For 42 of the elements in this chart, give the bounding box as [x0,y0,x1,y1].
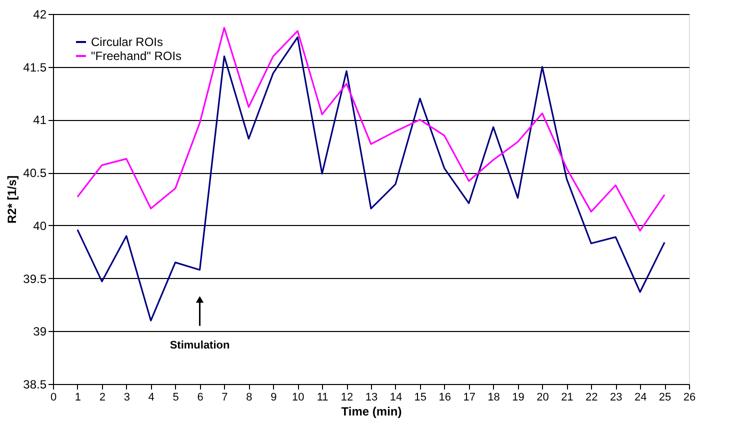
x-tick-label: 15 [414,392,427,404]
line-series [76,36,666,322]
x-tick-label: 1 [74,392,82,404]
x-tick-label: 6 [197,392,204,404]
y-tick-label: 40.5 [23,166,47,180]
x-tick-label: 0 [50,392,57,404]
x-tick-label: 4 [148,392,154,404]
x-tick-label: 7 [222,392,228,404]
x-tick-label: 19 [512,392,524,404]
y-tick-label: 41.5 [23,60,47,74]
x-tick-label: 21 [561,392,574,404]
x-tick-label: 8 [246,392,252,404]
x-tick-label: 13 [365,392,378,404]
legend-label: "Freehand" ROIs [91,49,182,63]
x-tick-label: 18 [488,392,500,404]
x-tick-label: 5 [172,392,179,404]
y-tick-label: 41 [33,113,47,128]
x-tick-label: 16 [438,392,452,404]
x-tick-label: 24 [634,392,647,404]
x-tick-label: 17 [463,392,476,404]
x-tick-label: 26 [683,392,696,404]
x-tick-label: 23 [610,392,622,404]
y-axis-title: R2* [1/s] [5,175,20,224]
y-tick-label: 39 [33,324,47,339]
x-tick-label: 25 [658,392,672,404]
legend-label: Circular ROIs [91,35,164,49]
y-tick-label: 38.5 [23,378,47,392]
line-series [76,26,666,232]
x-tick-label: 9 [270,392,277,404]
x-tick-label: 3 [124,392,130,404]
x-tick-label: 12 [340,392,354,404]
y-tick-label: 40 [33,218,47,233]
x-tick-label: 11 [316,392,328,404]
x-tick-label: 22 [586,392,598,404]
x-axis-title: Time (min) [341,404,402,418]
annotation: Stimulation [170,339,230,352]
x-tick-label: 2 [99,392,106,404]
x-tick-label: 14 [390,392,402,404]
y-tick-label: 39.5 [23,272,47,286]
y-tick-label: 42 [33,8,47,22]
x-tick-label: 20 [536,392,549,404]
x-tick-label: 10 [292,392,304,404]
